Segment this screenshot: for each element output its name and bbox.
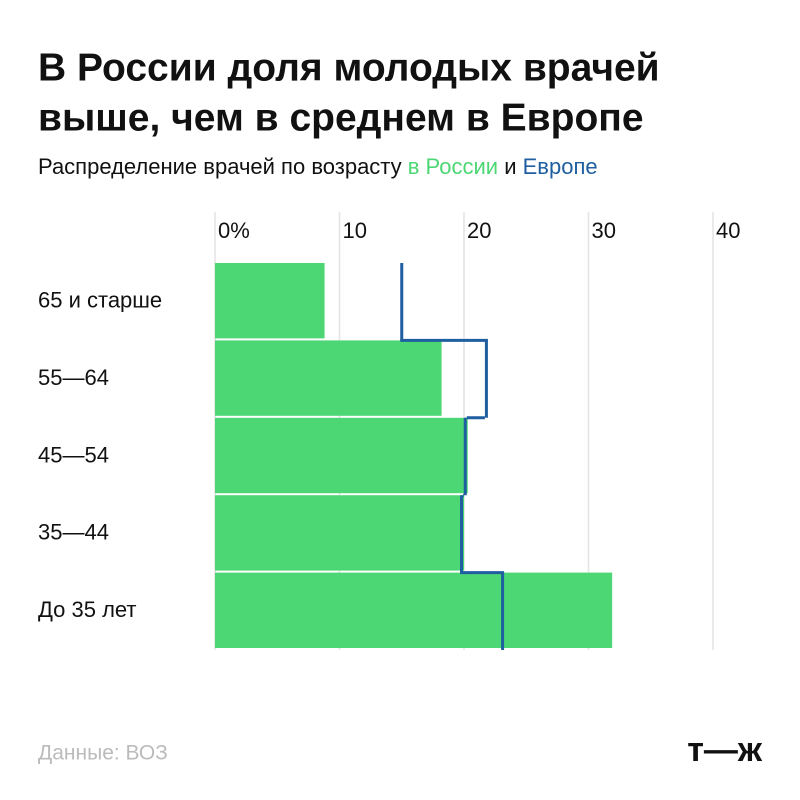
europe-line [400,263,505,650]
subtitle-text: Распределение врачей по возрасту [38,154,402,179]
category-label: 55—64 [38,365,109,390]
chart-title: выше, чем в среднем в Европе [38,96,644,139]
x-tick-label: 10 [343,218,367,243]
legend-europe: Европе [523,154,598,179]
bar [215,263,325,339]
legend-russia: в России [408,154,498,179]
x-tick-label: 40 [716,218,740,243]
bars: 65 и старше 55—64 45—54 35—44 До 35 лет [38,263,613,648]
category-label: 45—54 [38,442,109,467]
chart-title: В России доля молодых врачей [38,46,660,89]
x-tick-label: 30 [592,218,616,243]
bar [215,572,613,648]
logo: т—ж [687,731,763,769]
x-tick-label: 20 [467,218,491,243]
subtitle-joiner: и [504,154,516,179]
category-label: 35—44 [38,520,109,545]
x-tick-label: 0% [218,218,250,243]
bar [215,495,464,571]
bar [215,417,468,494]
chart-subtitle: Распределение врачей по возрасту в Росси… [38,154,598,179]
bar [215,340,442,416]
category-label: 65 и старше [38,288,162,313]
category-label: До 35 лет [38,597,137,622]
source: Данные: ВОЗ [38,742,168,765]
grid: 0% 10 20 30 40 [214,212,740,650]
